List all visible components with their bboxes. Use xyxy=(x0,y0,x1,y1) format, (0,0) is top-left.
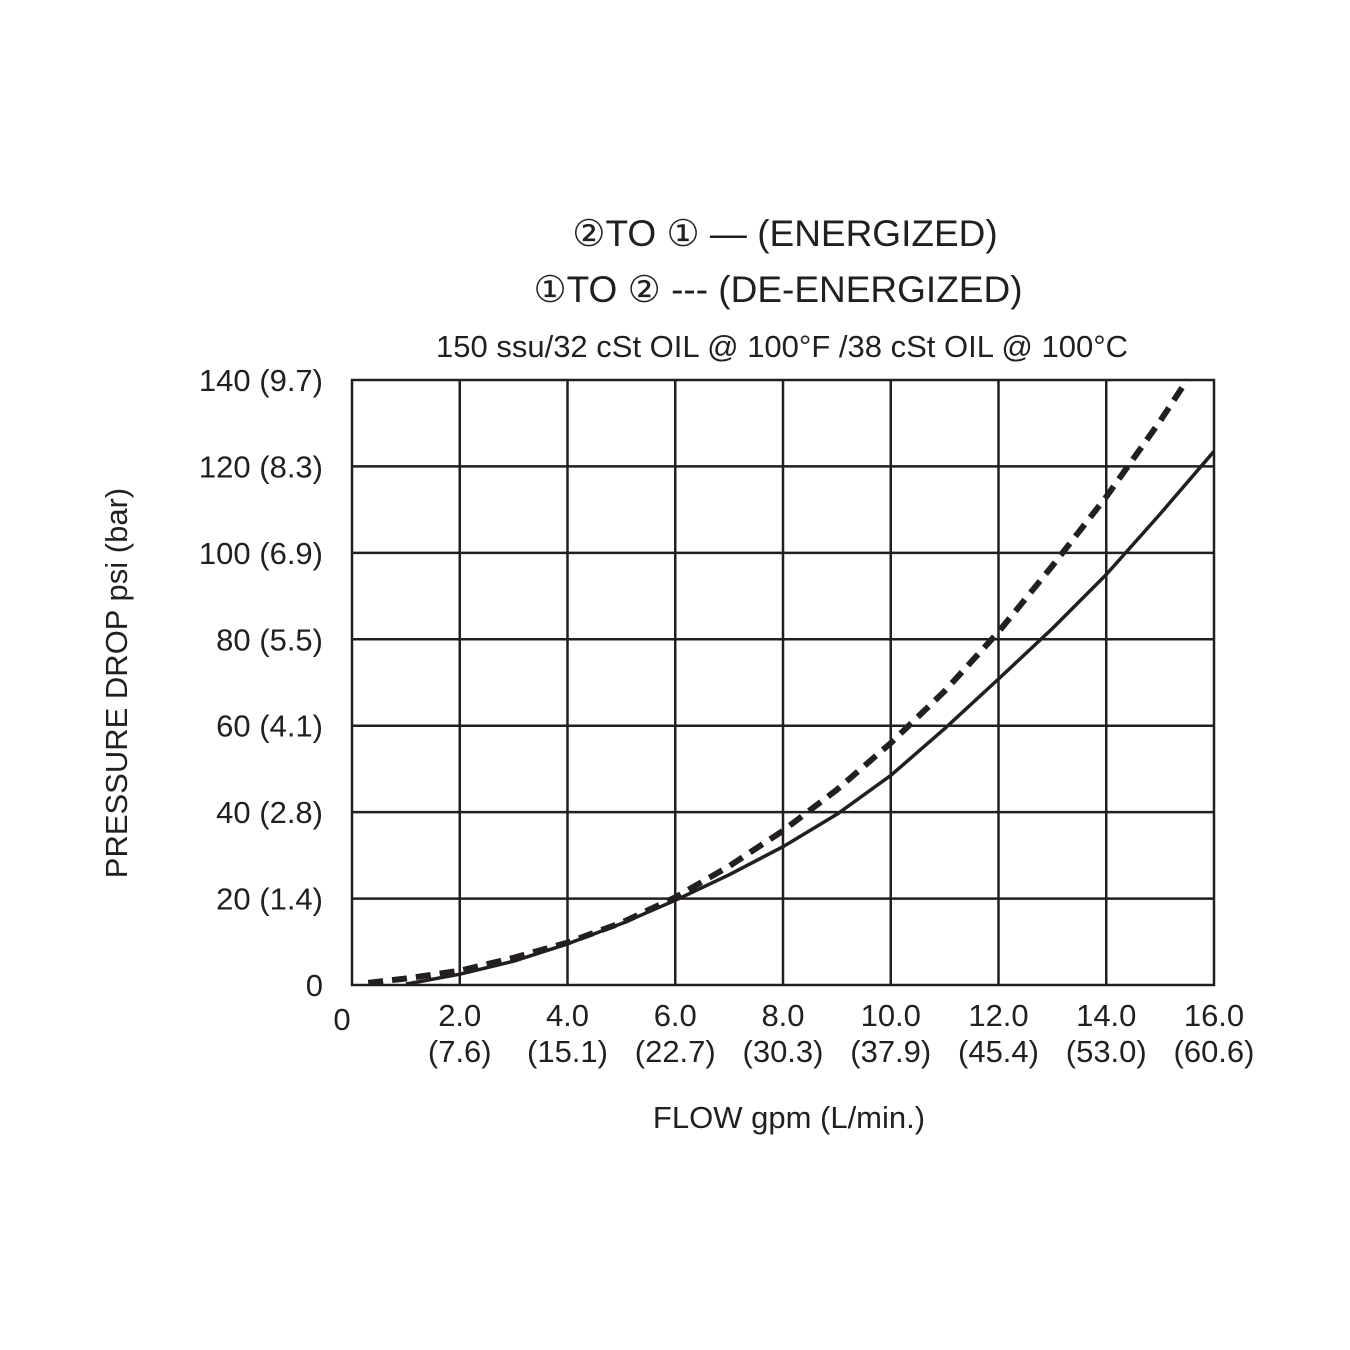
y-tick-label: 20 (1.4) xyxy=(216,882,323,917)
y-tick-label: 40 (2.8) xyxy=(216,795,323,830)
y-tick-label: 140 (9.7) xyxy=(199,363,323,398)
x-tick-sublabel: (22.7) xyxy=(635,1034,716,1069)
x-tick-label: 4.0 xyxy=(546,998,589,1033)
y-tick-label: 100 (6.9) xyxy=(199,536,323,571)
x-tick-sublabel: (7.6) xyxy=(428,1034,492,1069)
series-line-energized xyxy=(405,450,1216,986)
x-tick-label: 2.0 xyxy=(438,998,481,1033)
chart-title-line-1: ②TO ① — (ENERGIZED) xyxy=(572,213,997,254)
chart-subtitle: 150 ssu/32 cSt OIL @ 100°F /38 cSt OIL @… xyxy=(436,329,1128,364)
x-tick-label: 14.0 xyxy=(1076,998,1136,1033)
data-series xyxy=(367,378,1216,986)
y-tick-label: 120 (8.3) xyxy=(199,449,323,484)
y-axis-ticks: 0 20 (1.4) 40 (2.8) 60 (4.1) 80 (5.5) 100 (6.… xyxy=(199,363,323,1003)
x-tick-sublabel: (30.3) xyxy=(743,1034,824,1069)
chart-title-line-2: ①TO ② --- (DE-ENERGIZED) xyxy=(533,269,1022,310)
x-axis-ticks: 0 2.0(7.6) 4.0(15.1) 6.0(22.7) 8.0(30.3) 10.0… xyxy=(333,998,1254,1069)
x-tick-sublabel: (45.4) xyxy=(958,1034,1039,1069)
x-tick-label: 8.0 xyxy=(761,998,804,1033)
x-tick-label: 12.0 xyxy=(968,998,1028,1033)
x-axis-label: FLOW gpm (L/min.) xyxy=(653,1100,925,1135)
x-tick-label: 10.0 xyxy=(861,998,921,1033)
y-tick-label: 60 (4.1) xyxy=(216,709,323,744)
x-tick-label: 16.0 xyxy=(1184,998,1244,1033)
x-tick-label: 6.0 xyxy=(654,998,697,1033)
series-line-de-energized xyxy=(367,378,1190,986)
y-axis-label: PRESSURE DROP psi (bar) xyxy=(99,488,134,878)
x-tick-sublabel: (60.6) xyxy=(1174,1034,1255,1069)
y-tick-label: 0 xyxy=(306,968,323,1003)
x-tick-sublabel: (15.1) xyxy=(527,1034,608,1069)
plot-frame xyxy=(350,378,1216,987)
x-tick-sublabel: (53.0) xyxy=(1066,1034,1147,1069)
y-tick-label: 80 (5.5) xyxy=(216,622,323,657)
x-tick-label: 0 xyxy=(333,1002,350,1037)
grid-lines xyxy=(352,380,1214,985)
x-tick-sublabel: (37.9) xyxy=(850,1034,931,1069)
